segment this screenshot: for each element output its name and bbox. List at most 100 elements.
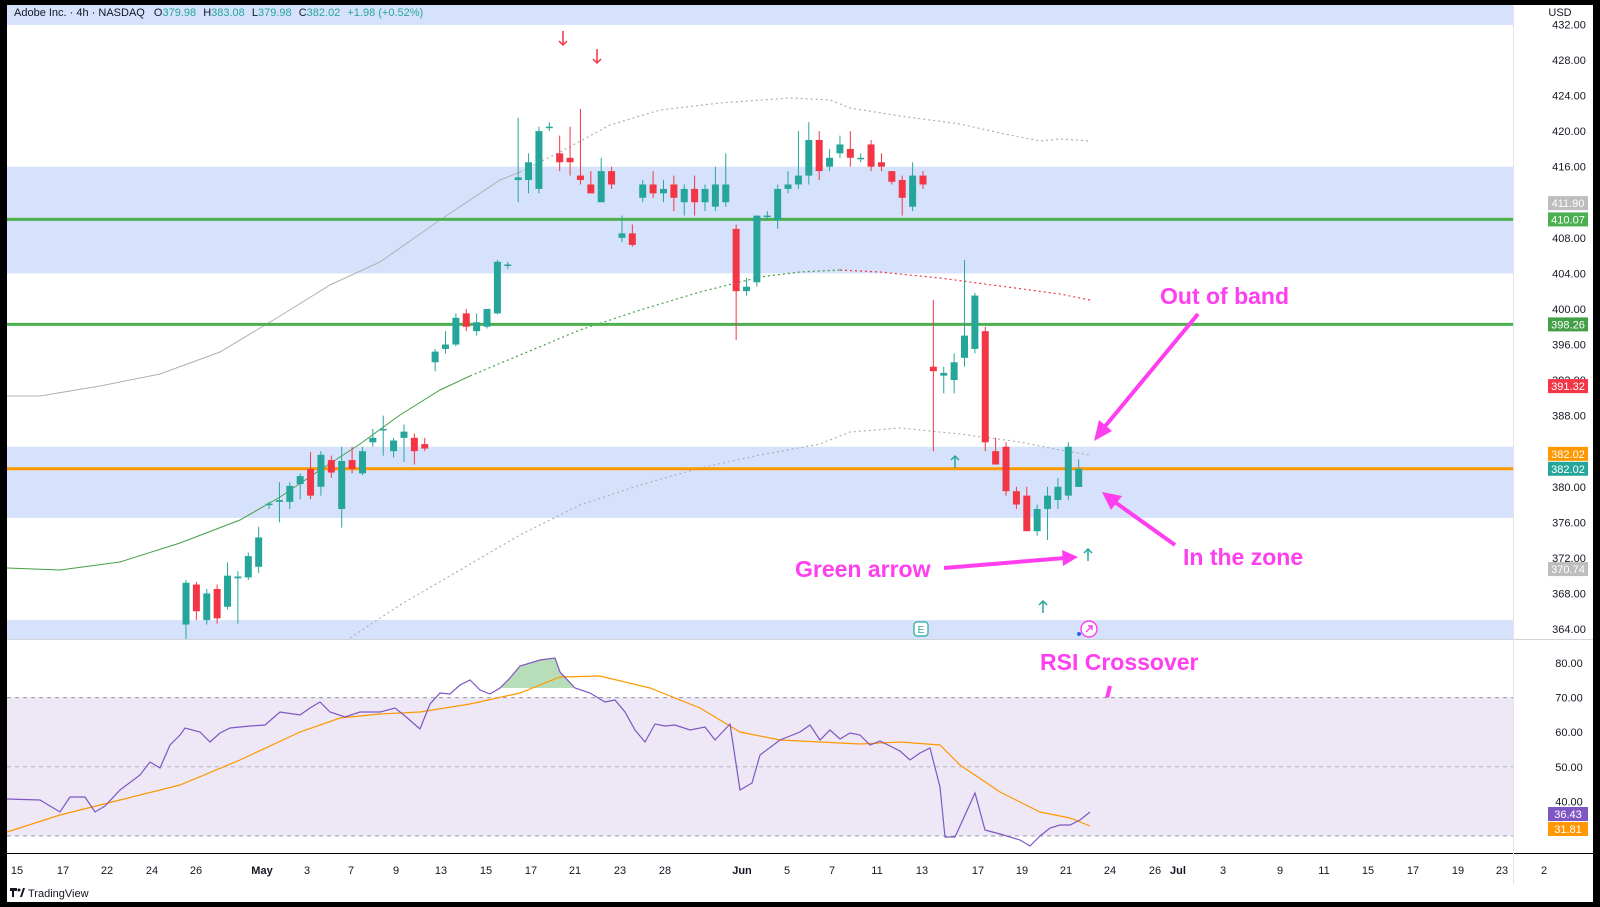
candle[interactable]: [1075, 459, 1083, 487]
candle[interactable]: [618, 215, 626, 243]
candle[interactable]: [1002, 442, 1010, 496]
candle[interactable]: [213, 584, 221, 624]
candle[interactable]: [608, 166, 616, 189]
candle[interactable]: [493, 260, 501, 315]
annotation-green-arrow[interactable]: Green arrow: [795, 556, 931, 582]
candle[interactable]: [950, 353, 958, 394]
candle[interactable]: [846, 131, 854, 167]
candle[interactable]: [286, 482, 294, 509]
candle[interactable]: [421, 437, 429, 452]
candle[interactable]: [743, 277, 751, 296]
candle[interactable]: [732, 224, 740, 341]
candle[interactable]: [888, 171, 896, 185]
candle[interactable]: [929, 300, 937, 452]
dividend-marker-icon[interactable]: [1077, 620, 1098, 638]
candle[interactable]: [338, 446, 346, 528]
candle[interactable]: [784, 171, 792, 194]
candle[interactable]: [545, 122, 553, 132]
symbol-title[interactable]: Adobe Inc. · 4h · NASDAQ: [14, 7, 145, 19]
candle[interactable]: [649, 171, 657, 198]
candle[interactable]: [192, 581, 200, 621]
candle[interactable]: [348, 446, 356, 474]
footer-brand[interactable]: TradingView: [28, 888, 89, 900]
candle[interactable]: [659, 180, 667, 203]
candle[interactable]: [390, 437, 398, 458]
candle[interactable]: [1064, 442, 1072, 501]
candle[interactable]: [1023, 486, 1031, 532]
candle[interactable]: [535, 126, 543, 194]
candle[interactable]: [805, 122, 813, 185]
candle[interactable]: [961, 260, 968, 367]
candle[interactable]: [358, 446, 366, 476]
candle[interactable]: [1033, 504, 1041, 536]
candle[interactable]: [670, 175, 678, 212]
candle[interactable]: [919, 171, 927, 189]
candle[interactable]: [182, 580, 190, 639]
candle[interactable]: [307, 452, 315, 500]
candle[interactable]: [587, 171, 595, 194]
candle[interactable]: [794, 131, 802, 189]
candle[interactable]: [410, 433, 418, 465]
candle[interactable]: [431, 348, 439, 372]
candle[interactable]: [836, 135, 844, 158]
candle[interactable]: [327, 455, 335, 478]
candle[interactable]: [514, 117, 522, 203]
candle[interactable]: [711, 166, 719, 212]
candle[interactable]: [763, 211, 771, 221]
annotation-rsi-crossover[interactable]: RSI Crossover: [1040, 649, 1199, 675]
candle[interactable]: [504, 261, 512, 269]
candle[interactable]: [265, 501, 273, 509]
candle[interactable]: [525, 153, 533, 194]
candle[interactable]: [576, 108, 584, 185]
candle[interactable]: [462, 308, 470, 332]
candle[interactable]: [867, 140, 875, 172]
annotation-in-the-zone[interactable]: In the zone: [1183, 544, 1303, 570]
annotation-out-of-band[interactable]: Out of band: [1160, 283, 1289, 309]
candle[interactable]: [275, 482, 283, 523]
candle[interactable]: [680, 184, 688, 216]
candle[interactable]: [369, 428, 377, 447]
candle[interactable]: [400, 424, 408, 462]
candle[interactable]: [1054, 477, 1062, 509]
candle[interactable]: [379, 415, 387, 456]
candle[interactable]: [639, 180, 647, 203]
candle[interactable]: [909, 162, 917, 212]
candle[interactable]: [774, 184, 782, 229]
candle[interactable]: [244, 552, 252, 581]
candle[interactable]: [203, 588, 211, 625]
candle[interactable]: [815, 131, 823, 181]
earnings-marker-icon[interactable]: E: [913, 621, 929, 637]
candle[interactable]: [556, 135, 564, 172]
candle[interactable]: [701, 184, 709, 212]
candle[interactable]: [877, 153, 885, 172]
price-pane[interactable]: [7, 5, 1513, 639]
rsi-axis[interactable]: [1513, 640, 1593, 853]
tradingview-logo-icon[interactable]: [10, 888, 25, 897]
candle[interactable]: [857, 153, 865, 163]
candle[interactable]: [483, 308, 491, 329]
currency-label[interactable]: USD: [1548, 7, 1571, 19]
candle[interactable]: [597, 157, 605, 203]
candle[interactable]: [971, 292, 979, 354]
candle[interactable]: [566, 126, 574, 176]
candle[interactable]: [826, 148, 834, 172]
candle[interactable]: [442, 331, 449, 354]
candle[interactable]: [691, 175, 699, 216]
candle[interactable]: [753, 215, 761, 287]
candle[interactable]: [224, 562, 232, 610]
candle[interactable]: [628, 224, 636, 247]
candle[interactable]: [255, 526, 263, 573]
candle[interactable]: [898, 175, 906, 216]
candle[interactable]: [981, 326, 989, 452]
candle[interactable]: [1044, 486, 1052, 541]
candle[interactable]: [452, 313, 460, 347]
candle[interactable]: [473, 313, 481, 336]
time-axis[interactable]: [7, 854, 1593, 884]
candle[interactable]: [722, 153, 730, 207]
candle[interactable]: [1012, 486, 1020, 509]
candle[interactable]: [296, 473, 304, 500]
candle[interactable]: [317, 451, 325, 496]
candle[interactable]: [940, 366, 948, 394]
candle[interactable]: [992, 437, 1000, 465]
candle[interactable]: [234, 571, 242, 624]
